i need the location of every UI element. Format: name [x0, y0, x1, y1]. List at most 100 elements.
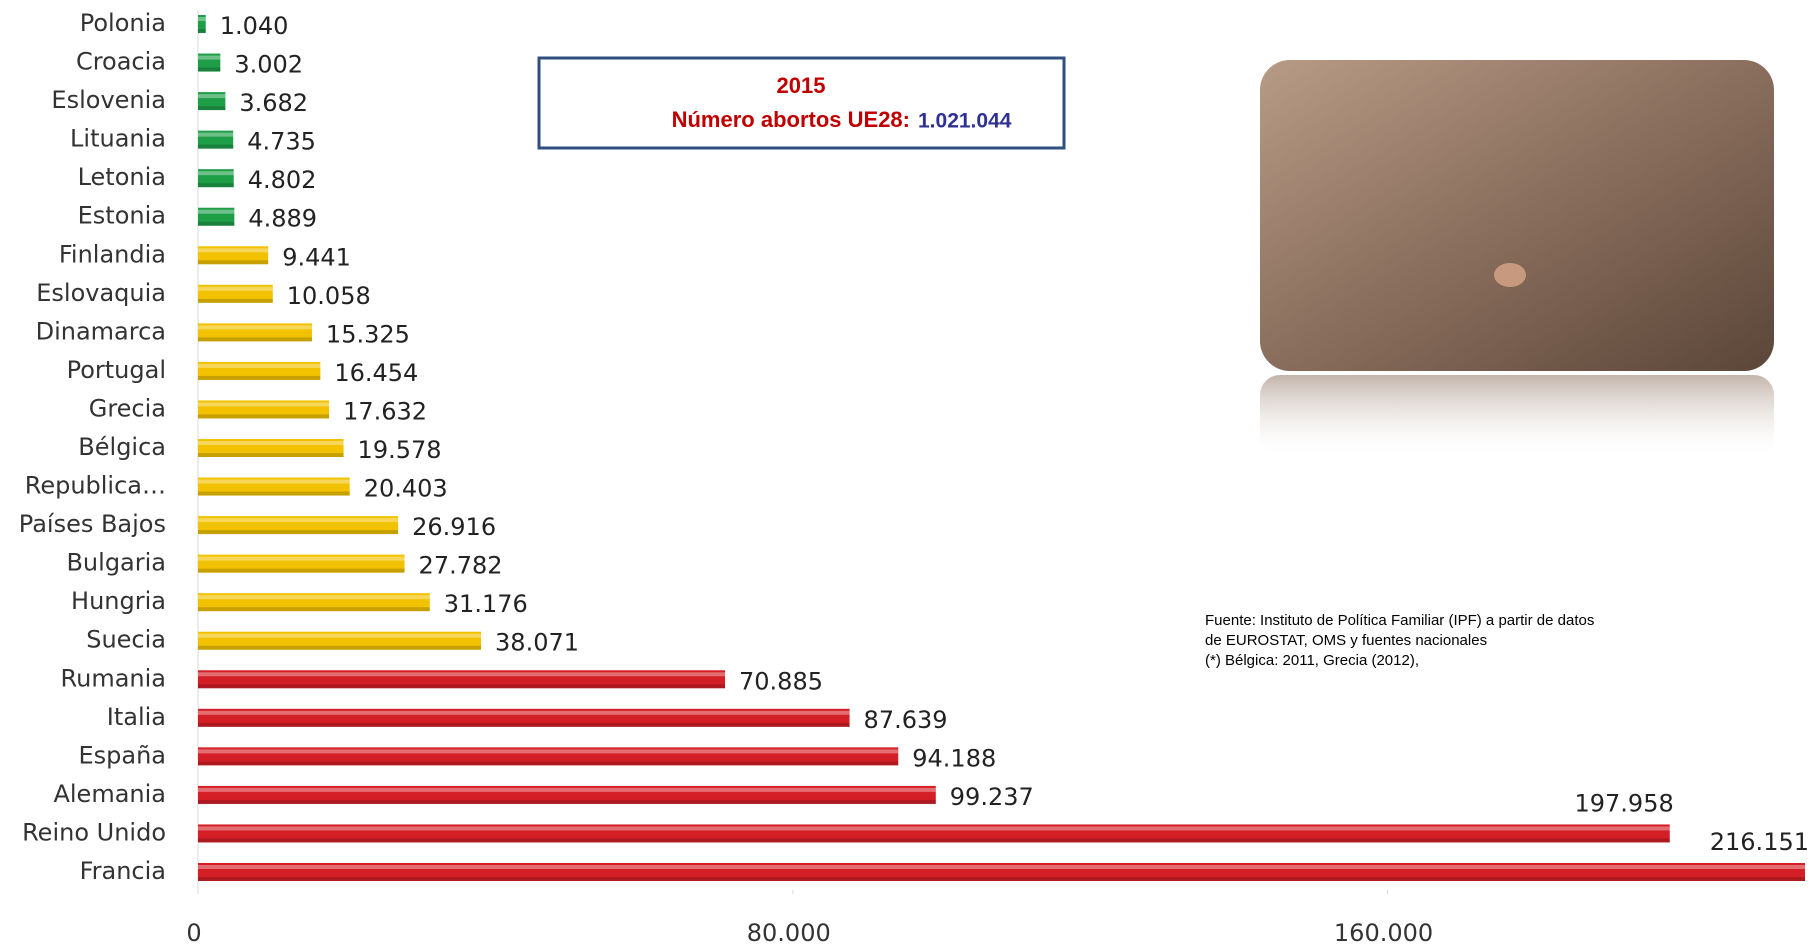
- bar-shine: [198, 132, 234, 137]
- bar: [198, 207, 235, 226]
- bar-shade: [198, 375, 321, 380]
- bar-shade: [198, 183, 234, 188]
- value-label: 31.176: [444, 590, 528, 618]
- bar-shine: [198, 826, 1670, 831]
- bar-shine: [198, 286, 273, 291]
- bar-shine: [198, 595, 430, 600]
- bar-shade: [198, 530, 399, 535]
- value-label: 17.632: [343, 397, 427, 425]
- x-tick-label: 160.000: [1334, 919, 1433, 947]
- bar-shine: [198, 865, 1805, 869]
- value-label: 94.188: [912, 744, 996, 772]
- y-tick-label: Lituania: [70, 125, 166, 153]
- y-tick-label: Letonia: [78, 163, 166, 191]
- value-label: 15.325: [326, 320, 410, 348]
- bar-shine: [198, 402, 330, 407]
- value-label: 3.682: [239, 89, 308, 117]
- bar: [198, 747, 899, 766]
- bar-shade: [198, 337, 312, 342]
- bar-shine: [198, 325, 312, 330]
- y-tick-label: Suecia: [86, 626, 166, 654]
- y-tick-label: Croacia: [76, 48, 166, 76]
- bar: [198, 439, 344, 457]
- bar-shade: [198, 838, 1670, 843]
- y-tick-label: Italia: [107, 703, 166, 731]
- y-tick-label: Republica…: [25, 472, 166, 500]
- bar-shade: [198, 106, 226, 111]
- y-tick-label: Eslovenia: [51, 86, 166, 114]
- bar: [198, 323, 312, 342]
- bar: [198, 670, 726, 689]
- annotation-year: 2015: [777, 73, 826, 98]
- photo-reflection: [1260, 375, 1774, 460]
- y-tick-label: Finlandia: [59, 240, 166, 268]
- value-label: 197.958: [1574, 789, 1673, 817]
- y-tick-label: Estonia: [78, 202, 166, 230]
- annotation-box: [537, 56, 1066, 150]
- value-label: 4.889: [248, 205, 317, 233]
- bar-shade: [198, 453, 344, 457]
- bar-shine: [198, 787, 936, 792]
- y-tick-label: Grecia: [89, 394, 166, 422]
- bar: [198, 53, 221, 72]
- bar-shine: [198, 171, 234, 176]
- annotation-label: Número abortos UE28:: [672, 107, 910, 132]
- bar-shine: [198, 556, 405, 561]
- y-tick-label: Francia: [80, 857, 166, 885]
- bar-shade: [198, 260, 269, 265]
- y-tick-label: Polonia: [80, 9, 166, 37]
- bar-shade: [198, 761, 899, 766]
- bar: [198, 631, 482, 650]
- bar-shade: [198, 877, 1805, 881]
- bar: [198, 863, 1805, 881]
- bar-shine: [198, 672, 726, 677]
- bar: [198, 516, 399, 535]
- value-label: 27.782: [419, 552, 503, 580]
- bar-shade: [198, 414, 330, 419]
- y-tick-label: Bulgaria: [66, 549, 166, 577]
- bar-shade: [198, 799, 936, 804]
- source: (*) Bélgica: 2011, Grecia (2012),: [1205, 652, 1419, 669]
- bar-shine: [198, 441, 344, 445]
- value-label: 216.151: [1710, 828, 1809, 856]
- bar-shine: [198, 710, 850, 715]
- bar-shade: [198, 684, 726, 689]
- value-label: 1.040: [220, 12, 289, 40]
- value-label: 70.885: [739, 667, 823, 695]
- value-label: 20.403: [364, 475, 448, 503]
- bar: [198, 785, 936, 804]
- y-tick-label: Reino Unido: [22, 818, 166, 846]
- y-tick-label: Portugal: [67, 356, 166, 384]
- bar: [198, 92, 226, 111]
- value-label: 19.578: [358, 436, 442, 464]
- bar: [198, 246, 269, 265]
- bar-shine: [198, 518, 399, 523]
- y-tick-label: Países Bajos: [19, 510, 166, 538]
- bar-shine: [198, 94, 226, 99]
- bar-shine: [198, 363, 321, 368]
- bar-shade: [198, 221, 235, 226]
- value-label: 99.237: [950, 783, 1034, 811]
- value-label: 10.058: [287, 282, 371, 310]
- bar-shade: [198, 722, 850, 727]
- value-label: 16.454: [334, 359, 418, 387]
- y-tick-label: España: [78, 741, 166, 769]
- bar: [198, 400, 330, 419]
- y-tick-label: Dinamarca: [36, 317, 166, 345]
- value-label: 38.071: [495, 629, 579, 657]
- bar-shade: [198, 607, 430, 612]
- bar-shine: [198, 633, 482, 638]
- bar-shade: [198, 645, 482, 650]
- photo-detail: [1494, 263, 1526, 287]
- bar: [198, 169, 234, 188]
- bar-shade: [198, 29, 206, 33]
- bar-shade: [198, 568, 405, 573]
- x-tick-label: 0: [186, 919, 201, 947]
- bar-shine: [198, 209, 235, 214]
- source: de EUROSTAT, OMS y fuentes nacionales: [1205, 632, 1487, 649]
- value-label: 3.002: [234, 51, 303, 79]
- y-tick-label: Bélgica: [78, 433, 166, 461]
- bar: [198, 554, 405, 573]
- bar-shade: [198, 67, 221, 72]
